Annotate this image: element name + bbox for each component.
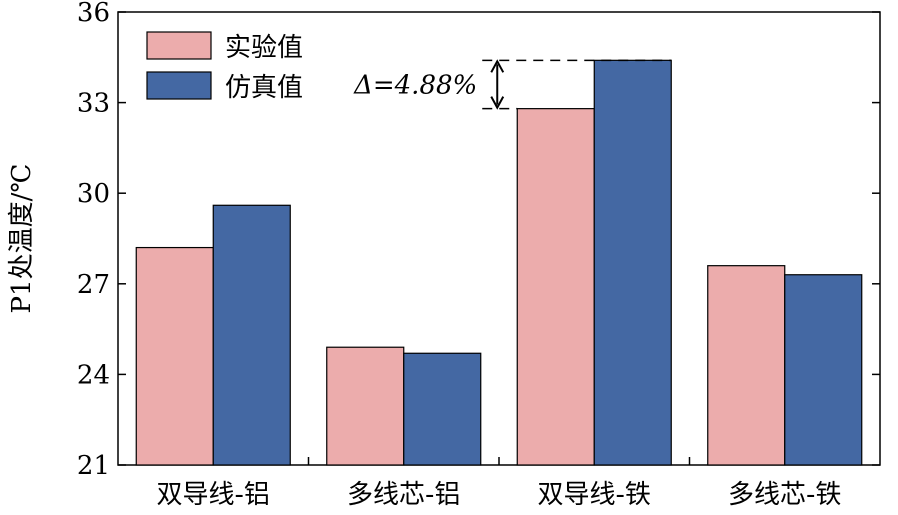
legend-label: 实验值 xyxy=(225,33,303,63)
difference-annotation: Δ=4.88% xyxy=(353,59,672,110)
x-axis-ticks: 双导线-铝 多线芯-铝 双导线-铁 多线芯-铁 xyxy=(157,457,841,510)
y-axis-ticks: 21 24 27 30 33 36 xyxy=(77,0,880,481)
legend-label: 仿真值 xyxy=(225,73,303,103)
bar-experimental xyxy=(326,346,405,466)
legend-swatch xyxy=(146,31,212,60)
y-tick-label: 24 xyxy=(77,360,110,390)
x-tick-label: 双导线-铝 xyxy=(157,480,270,510)
y-tick-label: 30 xyxy=(77,179,110,209)
bar-simulated xyxy=(212,204,291,466)
x-tick-label: 双导线-铁 xyxy=(538,480,651,510)
y-tick-label: 36 xyxy=(77,0,110,28)
bar-experimental xyxy=(516,108,595,466)
bar-experimental xyxy=(135,246,214,466)
difference-arrow-head-up xyxy=(490,59,505,73)
x-tick-label: 多线芯-铝 xyxy=(347,480,460,510)
y-tick-label: 27 xyxy=(77,270,110,300)
y-axis-label: P1处温度/℃ xyxy=(7,164,37,314)
bar-simulated xyxy=(403,352,482,466)
bars xyxy=(135,59,863,466)
difference-arrow-head-down xyxy=(490,96,505,110)
y-tick-label: 33 xyxy=(77,89,110,119)
bar-experimental xyxy=(707,265,786,466)
legend-swatch xyxy=(146,71,212,100)
y-tick-label: 21 xyxy=(77,451,110,481)
x-tick-label: 多线芯-铁 xyxy=(728,480,841,510)
bar-simulated xyxy=(593,59,672,466)
difference-label: Δ=4.88% xyxy=(353,70,477,100)
bar-simulated xyxy=(784,274,863,466)
